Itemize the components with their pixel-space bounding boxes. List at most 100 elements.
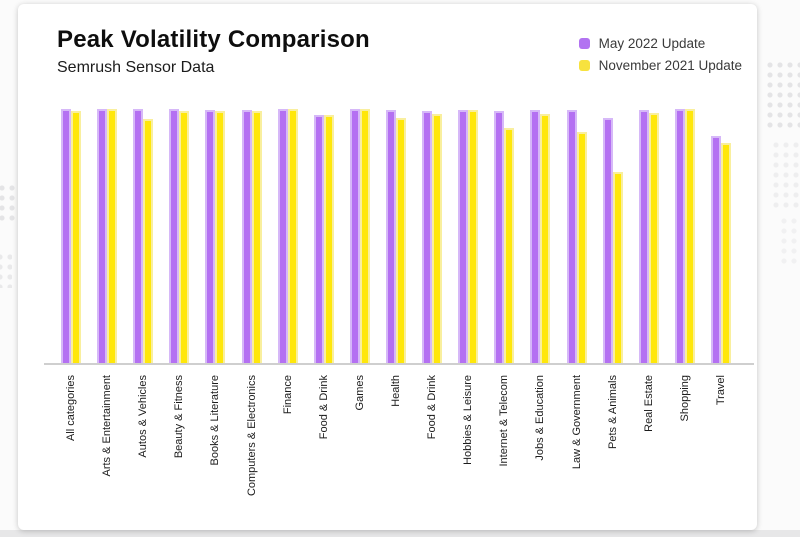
- x-axis-label-18: Travel: [715, 375, 728, 406]
- x-axis-label-3: Beauty & Fitness: [173, 375, 186, 459]
- bar-group-3: [161, 105, 197, 364]
- bottom-strip: [0, 530, 800, 537]
- bar-group-2: [125, 105, 161, 364]
- bar-may-2022-13: [530, 110, 541, 364]
- bar-may-2022-6: [277, 108, 288, 364]
- bars-area: [53, 105, 739, 364]
- bar-nov-2021-10: [432, 114, 443, 364]
- bar-nov-2021-3: [179, 111, 190, 364]
- x-axis-label-slot-11: Hobbies & Leisure: [450, 375, 486, 525]
- bar-group-1: [89, 105, 125, 364]
- x-axis-label-slot-9: Health: [378, 375, 414, 525]
- bar-may-2022-10: [422, 111, 433, 364]
- bar-nov-2021-14: [576, 132, 587, 364]
- bar-group-14: [559, 105, 595, 364]
- bar-may-2022-0: [61, 108, 72, 364]
- bar-group-13: [522, 105, 558, 364]
- bar-nov-2021-0: [71, 111, 82, 364]
- bar-may-2022-4: [205, 110, 216, 364]
- bar-may-2022-11: [458, 110, 469, 364]
- legend-label-0: May 2022 Update: [598, 36, 706, 51]
- bar-nov-2021-5: [251, 111, 262, 364]
- chart-title: Peak Volatility Comparison: [57, 26, 370, 53]
- bar-group-6: [270, 105, 306, 364]
- legend-swatch-1: [578, 60, 590, 71]
- bar-group-17: [667, 105, 703, 364]
- x-axis-label-slot-1: Arts & Entertainment: [89, 375, 125, 525]
- x-axis-line: [44, 363, 754, 365]
- bar-may-2022-12: [494, 111, 505, 364]
- legend-label-1: November 2021 Update: [598, 58, 742, 73]
- bar-may-2022-7: [313, 115, 324, 364]
- x-axis-label-slot-3: Beauty & Fitness: [161, 375, 197, 525]
- dot-pattern-right-middle: [771, 140, 800, 208]
- bar-nov-2021-9: [396, 117, 407, 364]
- x-axis-label-slot-17: Shopping: [667, 375, 703, 525]
- bar-group-11: [450, 105, 486, 364]
- x-axis-label-slot-10: Food & Drink: [414, 375, 450, 525]
- legend-item-1: November 2021 Update: [578, 58, 742, 73]
- x-axis-label-9: Health: [390, 375, 403, 407]
- x-axis-label-10: Food & Drink: [426, 375, 439, 440]
- x-axis-label-6: Finance: [281, 375, 294, 415]
- bar-may-2022-17: [674, 108, 685, 364]
- legend-item-0: May 2022 Update: [578, 36, 742, 51]
- x-axis-label-12: Internet & Telecom: [498, 375, 511, 467]
- bar-nov-2021-16: [648, 112, 659, 364]
- x-axis-label-slot-0: All categories: [53, 375, 89, 525]
- bar-may-2022-8: [349, 108, 360, 364]
- dot-pattern-right-bottom: [779, 216, 800, 268]
- bar-nov-2021-18: [721, 142, 732, 364]
- x-axis-label-slot-13: Jobs & Education: [522, 375, 558, 525]
- bar-group-7: [306, 105, 342, 364]
- bar-group-15: [595, 105, 631, 364]
- bar-group-18: [703, 105, 739, 364]
- x-axis-label-17: Shopping: [678, 375, 691, 422]
- dot-pattern-right-top: [765, 60, 800, 132]
- x-axis-label-11: Hobbies & Leisure: [462, 375, 475, 465]
- x-axis-labels: All categories Arts & Entertainment Autos …: [53, 375, 739, 525]
- x-axis-label-14: Law & Government: [570, 375, 583, 470]
- bar-nov-2021-4: [215, 111, 226, 364]
- x-axis-label-slot-5: Computers & Electronics: [234, 375, 270, 525]
- x-axis-label-15: Pets & Animals: [606, 375, 619, 449]
- bar-may-2022-18: [711, 136, 722, 364]
- x-axis-label-1: Arts & Entertainment: [101, 375, 114, 477]
- dot-pattern-left-top: [0, 183, 16, 225]
- dot-pattern-left-bottom: [0, 252, 12, 288]
- bar-nov-2021-11: [468, 110, 479, 364]
- bar-group-8: [342, 105, 378, 364]
- bar-nov-2021-1: [107, 108, 118, 364]
- bar-may-2022-2: [133, 108, 144, 364]
- x-axis-label-slot-12: Internet & Telecom: [486, 375, 522, 525]
- chart-subtitle: Semrush Sensor Data: [57, 59, 215, 76]
- x-axis-label-slot-8: Games: [342, 375, 378, 525]
- bar-group-12: [486, 105, 522, 364]
- x-axis-label-slot-7: Food & Drink: [306, 375, 342, 525]
- bar-nov-2021-17: [684, 108, 695, 364]
- bar-group-16: [631, 105, 667, 364]
- bar-nov-2021-13: [540, 114, 551, 364]
- x-axis-label-slot-6: Finance: [270, 375, 306, 525]
- legend: May 2022 Update November 2021 Update: [578, 36, 742, 80]
- bar-may-2022-14: [566, 110, 577, 364]
- bar-group-0: [53, 105, 89, 364]
- bar-may-2022-1: [97, 108, 108, 364]
- x-axis-label-7: Food & Drink: [317, 375, 330, 440]
- x-axis-label-slot-4: Books & Literature: [197, 375, 233, 525]
- x-axis-label-16: Real Estate: [642, 375, 655, 432]
- bar-may-2022-16: [638, 110, 649, 364]
- bar-may-2022-3: [169, 108, 180, 364]
- bar-nov-2021-12: [504, 128, 515, 364]
- x-axis-label-slot-18: Travel: [703, 375, 739, 525]
- x-axis-label-5: Computers & Electronics: [245, 375, 258, 497]
- x-axis-label-4: Books & Literature: [209, 375, 222, 466]
- x-axis-label-slot-16: Real Estate: [631, 375, 667, 525]
- bar-nov-2021-2: [143, 119, 154, 364]
- bar-nov-2021-7: [323, 115, 334, 364]
- x-axis-label-slot-15: Pets & Animals: [595, 375, 631, 525]
- x-axis-label-slot-2: Autos & Vehicles: [125, 375, 161, 525]
- bar-group-10: [414, 105, 450, 364]
- bar-group-4: [197, 105, 233, 364]
